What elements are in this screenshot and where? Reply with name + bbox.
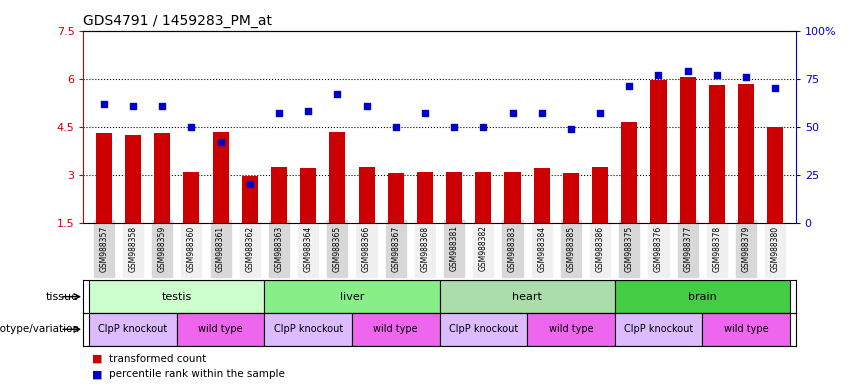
Point	[243, 181, 257, 187]
Bar	[621, 122, 637, 223]
Text: ClpP knockout: ClpP knockout	[99, 324, 168, 334]
Bar	[417, 172, 433, 223]
Bar	[358, 167, 374, 223]
Bar	[476, 172, 491, 223]
Point	[710, 72, 723, 78]
Point	[418, 110, 431, 116]
Point	[622, 83, 636, 89]
Point	[330, 91, 344, 97]
Bar	[440, 280, 614, 313]
Point	[477, 124, 490, 130]
Text: genotype/variation: genotype/variation	[0, 324, 79, 334]
Bar	[388, 173, 403, 223]
Bar	[265, 313, 352, 346]
Bar	[702, 313, 790, 346]
Bar	[650, 80, 666, 223]
Bar	[154, 133, 170, 223]
Text: wild type: wild type	[198, 324, 243, 334]
Text: transformed count: transformed count	[109, 354, 206, 364]
Bar	[352, 313, 440, 346]
Bar	[242, 176, 258, 223]
Text: ClpP knockout: ClpP knockout	[624, 324, 693, 334]
Text: liver: liver	[340, 291, 364, 302]
Bar	[89, 313, 177, 346]
Bar	[592, 167, 608, 223]
Bar	[89, 280, 265, 313]
Text: heart: heart	[512, 291, 542, 302]
Bar	[446, 172, 462, 223]
Text: GDS4791 / 1459283_PM_at: GDS4791 / 1459283_PM_at	[83, 14, 272, 28]
Bar	[183, 172, 199, 223]
Bar	[738, 84, 754, 223]
Text: percentile rank within the sample: percentile rank within the sample	[109, 369, 285, 379]
Text: wild type: wild type	[549, 324, 593, 334]
Point	[301, 108, 315, 114]
Point	[185, 124, 198, 130]
Point	[740, 74, 753, 80]
Text: testis: testis	[162, 291, 192, 302]
Point	[214, 139, 227, 145]
Text: ClpP knockout: ClpP knockout	[273, 324, 343, 334]
Bar	[213, 131, 229, 223]
Bar	[125, 135, 141, 223]
Bar	[527, 313, 614, 346]
Point	[652, 72, 665, 78]
Text: ClpP knockout: ClpP knockout	[448, 324, 518, 334]
Point	[593, 110, 607, 116]
Bar	[614, 313, 702, 346]
Point	[768, 85, 782, 91]
Point	[360, 103, 374, 109]
Bar	[440, 313, 527, 346]
Bar	[329, 131, 346, 223]
Text: ■: ■	[92, 354, 102, 364]
Bar	[614, 280, 790, 313]
Point	[535, 110, 549, 116]
Text: wild type: wild type	[374, 324, 418, 334]
Bar	[265, 280, 440, 313]
Bar	[709, 85, 725, 223]
Point	[97, 101, 111, 107]
Bar	[271, 167, 287, 223]
Bar	[768, 127, 783, 223]
Bar	[505, 172, 521, 223]
Point	[448, 124, 461, 130]
Point	[681, 68, 694, 74]
Point	[156, 103, 169, 109]
Point	[505, 110, 519, 116]
Bar	[534, 168, 550, 223]
Point	[564, 126, 578, 132]
Text: brain: brain	[688, 291, 717, 302]
Bar	[177, 313, 265, 346]
Point	[126, 103, 140, 109]
Point	[389, 124, 403, 130]
Bar	[680, 77, 696, 223]
Text: tissue: tissue	[46, 291, 79, 302]
Bar	[96, 133, 111, 223]
Bar	[563, 173, 579, 223]
Bar	[300, 168, 317, 223]
Text: wild type: wild type	[723, 324, 768, 334]
Text: ■: ■	[92, 369, 102, 379]
Point	[272, 110, 286, 116]
